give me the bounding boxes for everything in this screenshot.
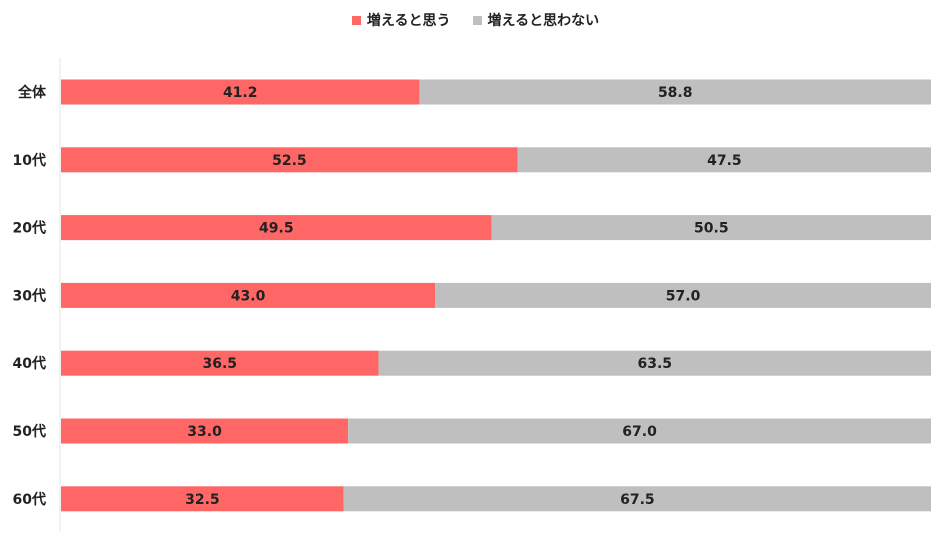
bar-segment-no [378, 350, 931, 376]
legend-item-no: 増えると思わない [472, 10, 600, 30]
data-label-no: 67.5 [620, 492, 655, 508]
bar-segment-yes [61, 486, 344, 512]
bar-segment-yes [61, 147, 518, 173]
bar-segment-no [343, 486, 931, 512]
bar-segment-no [419, 79, 931, 105]
category-label: 20代 [13, 220, 46, 237]
legend-item-yes: 増えると思う [351, 10, 451, 30]
bar-segment-no [517, 147, 931, 173]
bars-group: 全体 41.2 58.8 10代 52.5 47.5 20代 49.5 50.5 30代 43.0 5… [13, 79, 932, 512]
legend-swatch-yes [351, 15, 361, 25]
data-label-yes: 52.5 [272, 153, 307, 169]
bar-segment-no [491, 215, 931, 241]
legend-swatch-no [472, 15, 482, 25]
category-label: 全体 [17, 84, 47, 101]
bar-segment-yes [61, 282, 436, 308]
data-label-no: 57.0 [666, 288, 701, 304]
data-label-yes: 36.5 [203, 356, 238, 372]
data-label-yes: 32.5 [185, 492, 220, 508]
category-label: 30代 [13, 287, 46, 304]
legend-label-yes: 増えると思う [366, 13, 451, 29]
data-label-yes: 43.0 [231, 288, 266, 304]
category-label: 10代 [13, 152, 46, 169]
legend: 増えると思う 増えると思わない [0, 10, 951, 30]
bar-segment-yes [61, 79, 420, 105]
data-label-no: 50.5 [694, 221, 729, 237]
category-label: 40代 [13, 355, 46, 372]
data-label-no: 67.0 [622, 424, 657, 440]
bar-segment-yes [61, 418, 349, 444]
data-label-yes: 41.2 [223, 85, 258, 101]
category-label: 60代 [13, 491, 46, 508]
data-label-yes: 33.0 [187, 424, 222, 440]
bar-segment-no [435, 282, 931, 308]
data-label-yes: 49.5 [259, 221, 294, 237]
bar-segment-yes [61, 350, 379, 376]
bar-segment-no [348, 418, 932, 444]
bar-segment-yes [61, 215, 492, 241]
legend-label-no: 増えると思わない [487, 13, 600, 29]
data-label-no: 58.8 [658, 85, 693, 101]
category-label: 50代 [13, 423, 46, 440]
data-label-no: 47.5 [707, 153, 742, 169]
data-label-no: 63.5 [638, 356, 673, 372]
